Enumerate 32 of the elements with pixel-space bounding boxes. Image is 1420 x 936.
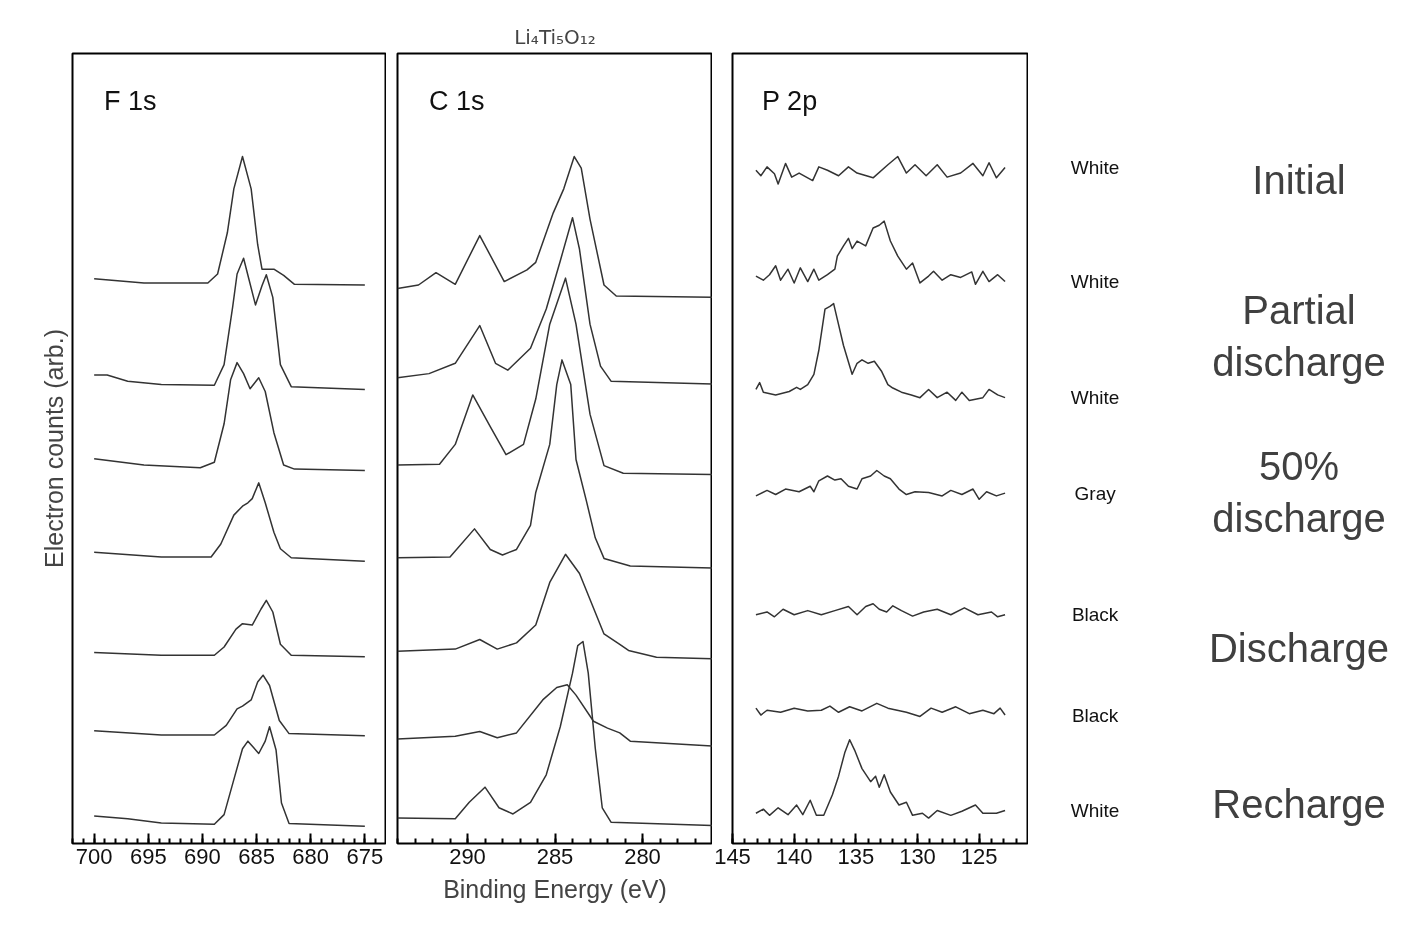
x-tick-label: 125 <box>960 843 998 869</box>
y-axis-title: Electron counts (arb.) <box>39 328 68 568</box>
text: 50% discharge <box>1212 443 1386 541</box>
text: Gray <box>1074 482 1117 504</box>
x-axis-title: Binding Energy (eV) <box>443 874 667 903</box>
x-tick-label: 675 <box>346 843 384 869</box>
chart-title: Li₄Ti₅O₁₂ <box>514 24 596 49</box>
x-tick-label: 695 <box>129 843 167 869</box>
x-tick-label: 140 <box>775 843 813 869</box>
text: White <box>1070 387 1120 409</box>
text: White <box>1070 157 1120 179</box>
x-tick-label: 130 <box>899 843 936 869</box>
text: Initial <box>1252 157 1346 202</box>
x-tick-label: 290 <box>449 843 486 869</box>
text: White <box>1070 800 1120 822</box>
text: Discharge <box>1208 625 1390 670</box>
text: Recharge <box>1212 782 1386 826</box>
text: Partial discharge <box>1212 287 1386 385</box>
x-tick-label: 680 <box>292 843 330 869</box>
text: Black <box>1071 604 1119 626</box>
text: White <box>1070 271 1120 293</box>
text: C 1s <box>429 85 485 116</box>
text: P 2p <box>762 85 818 116</box>
x-tick-label: 285 <box>536 843 574 869</box>
x-tick-label: 145 <box>714 843 751 869</box>
x-tick-label: 690 <box>184 843 221 869</box>
text: Black <box>1071 704 1119 726</box>
text: F 1s <box>103 85 157 116</box>
x-tick-label: 700 <box>75 843 113 869</box>
x-tick-label: 280 <box>624 843 661 869</box>
x-tick-label: 135 <box>837 843 875 869</box>
x-tick-label: 685 <box>238 843 275 869</box>
